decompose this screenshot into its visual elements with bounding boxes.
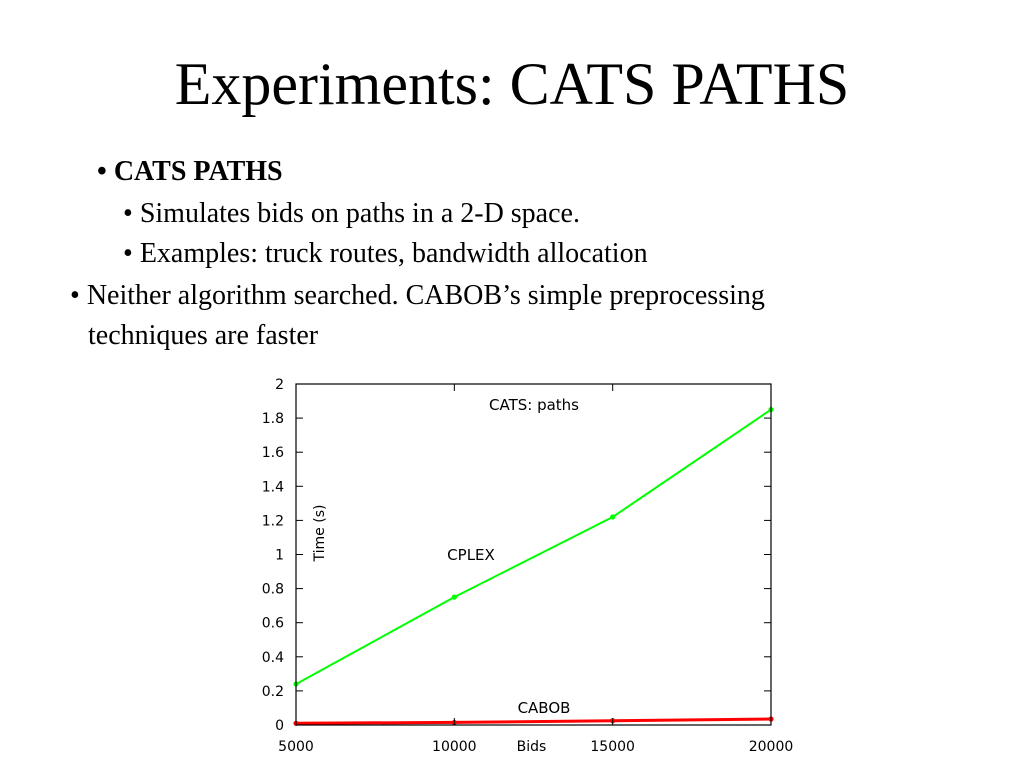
x-tick-label: 5000: [278, 739, 314, 755]
cabob-series-line: [295, 717, 772, 725]
cplex-data-point: [293, 681, 299, 687]
y-tick-label: 0.6: [262, 616, 284, 632]
x-tick-label: 15000: [590, 739, 635, 755]
x-axis-label: Bids: [517, 739, 547, 755]
bullet-text: CATS PATHS: [113, 156, 283, 187]
cplex-data-point: [610, 514, 616, 520]
bullet-examples: • Examples: truck routes, bandwidth alloc…: [123, 234, 648, 274]
bullet-dot: •: [123, 238, 133, 269]
bullet-text: Neither algorithm searched. CABOB’s simp…: [86, 280, 765, 311]
y-tick-label: 1.2: [262, 513, 284, 529]
cabob-data-point: [768, 716, 774, 722]
y-tick-label: 0.8: [262, 582, 284, 598]
cplex-data-point: [451, 594, 457, 600]
bullet-text: Examples: truck routes, bandwidth alloca…: [139, 238, 648, 269]
bullet-dot: •: [70, 280, 80, 311]
y-tick-label: 1.8: [262, 411, 284, 427]
x-tick-label: 20000: [749, 739, 794, 755]
y-tick-label: 1.4: [262, 479, 284, 495]
bullet-simulates: • Simulates bids on paths in a 2-D space.: [123, 194, 580, 234]
bullet-dot: •: [97, 156, 107, 187]
bullet-cats-paths: • CATS PATHS: [97, 152, 283, 192]
bullet-continuation: techniques are faster: [88, 316, 318, 356]
bullet-dot: •: [123, 198, 133, 229]
bullet-text: Simulates bids on paths in a 2-D space.: [139, 198, 580, 229]
cplex-data-point: [768, 406, 774, 413]
slide-title: Experiments: CATS PATHS: [174, 51, 850, 117]
x-tick-label: 10000: [432, 739, 477, 755]
cplex-series-line: [295, 408, 772, 685]
y-tick-label: 1: [275, 548, 284, 564]
cplex-series-label: CPLEX: [447, 546, 495, 564]
y-tick-label: 0.2: [262, 684, 284, 700]
y-tick-label: 0: [275, 718, 284, 734]
bullet-text: techniques are faster: [88, 320, 319, 351]
cabob-data-point: [610, 718, 616, 724]
plot-frame: [295, 383, 772, 726]
cabob-data-point: [451, 719, 457, 726]
y-tick-label: 2: [275, 377, 284, 393]
y-tick-label: 1.6: [262, 445, 284, 461]
y-axis-label: Time (s): [312, 505, 328, 563]
bullet-neither: • Neither algorithm searched. CABOB’s sim…: [70, 276, 765, 316]
cabob-series-label: CABOB: [518, 699, 571, 717]
y-tick-label: 0.4: [262, 650, 284, 666]
chart-title: CATS: paths: [489, 396, 579, 414]
cabob-data-point: [293, 720, 299, 726]
